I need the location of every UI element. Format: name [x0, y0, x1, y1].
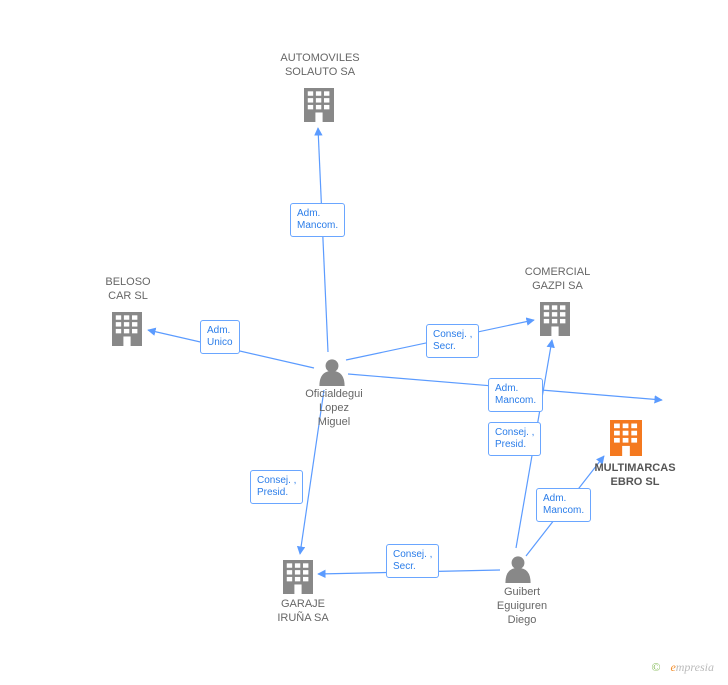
person-icon [319, 359, 344, 386]
watermark: © empresia [651, 660, 714, 675]
node-label-garaje: GARAJE IRUÑA SA [258, 598, 348, 626]
edge-label-miguel-multimarcas: Adm. Mancom. [488, 378, 543, 412]
copyright-symbol: © [651, 660, 660, 674]
edge-label-miguel-gazpi: Consej. , Secr. [426, 324, 479, 358]
node-label-automoviles: AUTOMOVILES SOLAUTO SA [265, 52, 375, 80]
edge-miguel-automoviles [318, 128, 328, 352]
edge-label-diego-multimarcas: Adm. Mancom. [536, 488, 591, 522]
person-icon [505, 556, 530, 583]
node-label-diego: Guibert Eguiguren Diego [472, 586, 572, 627]
edge-label-diego-garaje: Consej. , Secr. [386, 544, 439, 578]
company-icon [283, 560, 313, 594]
edge-label-miguel-automoviles: Adm. Mancom. [290, 203, 345, 237]
brand-rest: mpresia [676, 660, 714, 674]
company-icon [610, 420, 642, 456]
company-icon [540, 302, 570, 336]
edge-label-diego-gazpi: Consej. , Presid. [488, 422, 541, 456]
edge-label-miguel-garaje: Consej. , Presid. [250, 470, 303, 504]
node-label-multimarcas: MULTIMARCAS EBRO SL [575, 462, 695, 490]
edge-label-miguel-beloso: Adm. Unico [200, 320, 240, 354]
node-label-gazpi: COMERCIAL GAZPI SA [510, 266, 605, 294]
company-icon [304, 88, 334, 122]
node-label-beloso: BELOSO CAR SL [88, 276, 168, 304]
diagram-canvas [0, 0, 728, 685]
node-label-miguel: Oficialdegui Lopez Miguel [284, 388, 384, 429]
company-icon [112, 312, 142, 346]
